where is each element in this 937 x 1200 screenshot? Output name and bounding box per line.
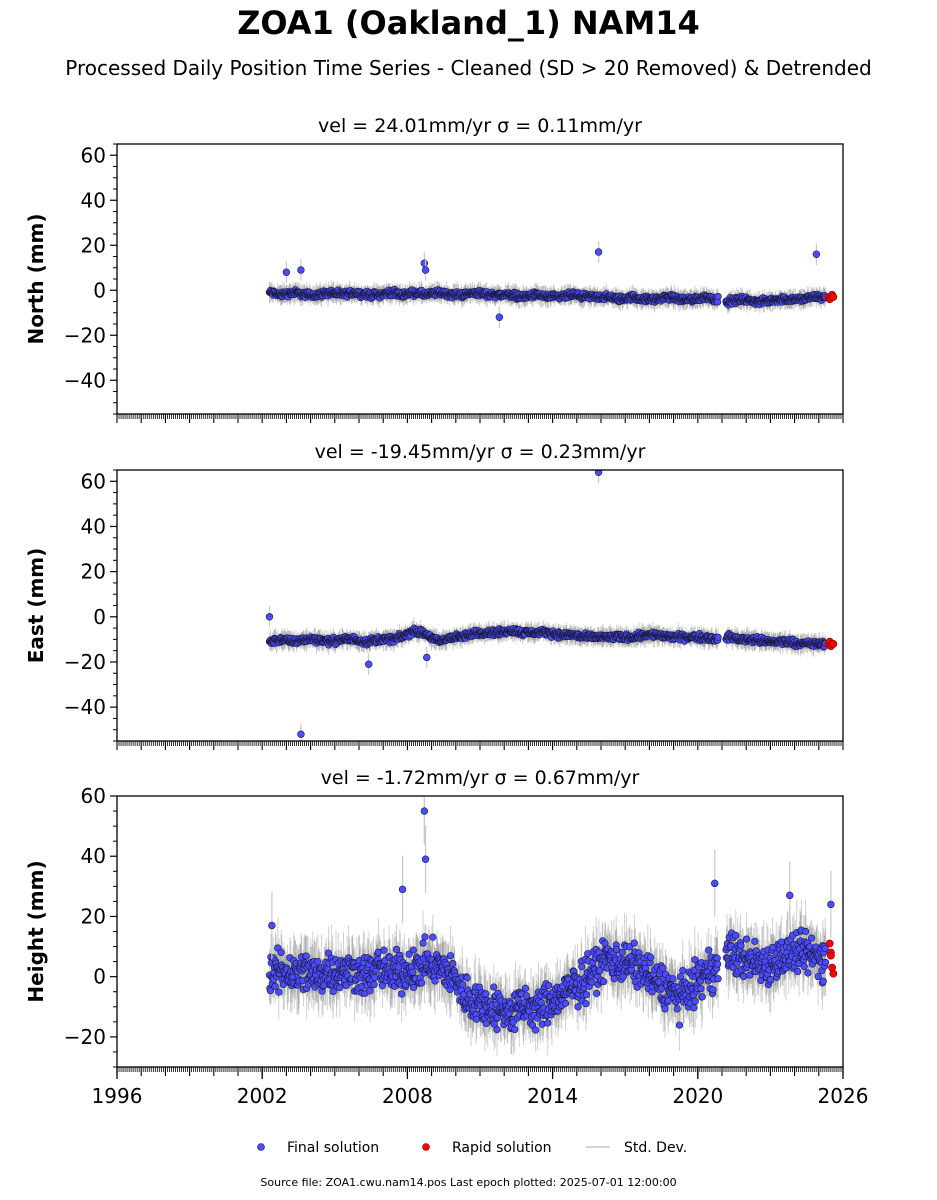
panel-title: vel = 24.01mm/yr σ = 0.11mm/yr xyxy=(318,115,642,137)
figure-subtitle: Processed Daily Position Time Series - C… xyxy=(65,56,872,80)
final-point-outlier xyxy=(495,313,504,321)
final-point xyxy=(714,292,722,301)
final-point-outlier xyxy=(420,259,429,267)
final-point-outlier xyxy=(421,266,430,274)
figure-title: ZOA1 (Oakland_1) NAM14 xyxy=(237,4,700,42)
y-tick-label: 40 xyxy=(81,188,106,212)
panel-north: −40 −20 0 20 40 60 vel = 24.01mm/yr σ = 0.11mm… xyxy=(24,115,844,423)
plot-area xyxy=(265,470,838,741)
plot-area xyxy=(265,241,838,329)
final-point-outlier xyxy=(282,268,291,276)
y-tick-label: 60 xyxy=(81,143,106,167)
y-axis-label: North (mm) xyxy=(24,213,48,344)
y-tick-label: 20 xyxy=(81,233,106,257)
panel-frame xyxy=(116,143,844,415)
y-tick-label: 0 xyxy=(93,278,106,302)
final-point-outlier xyxy=(594,248,603,256)
final-point-outlier xyxy=(297,266,305,274)
y-tick-label: −20 xyxy=(64,323,106,347)
rapid-point xyxy=(829,293,838,301)
y-tick-label: −40 xyxy=(64,368,106,392)
final-point xyxy=(714,633,722,641)
final-point-outlier xyxy=(812,250,821,258)
